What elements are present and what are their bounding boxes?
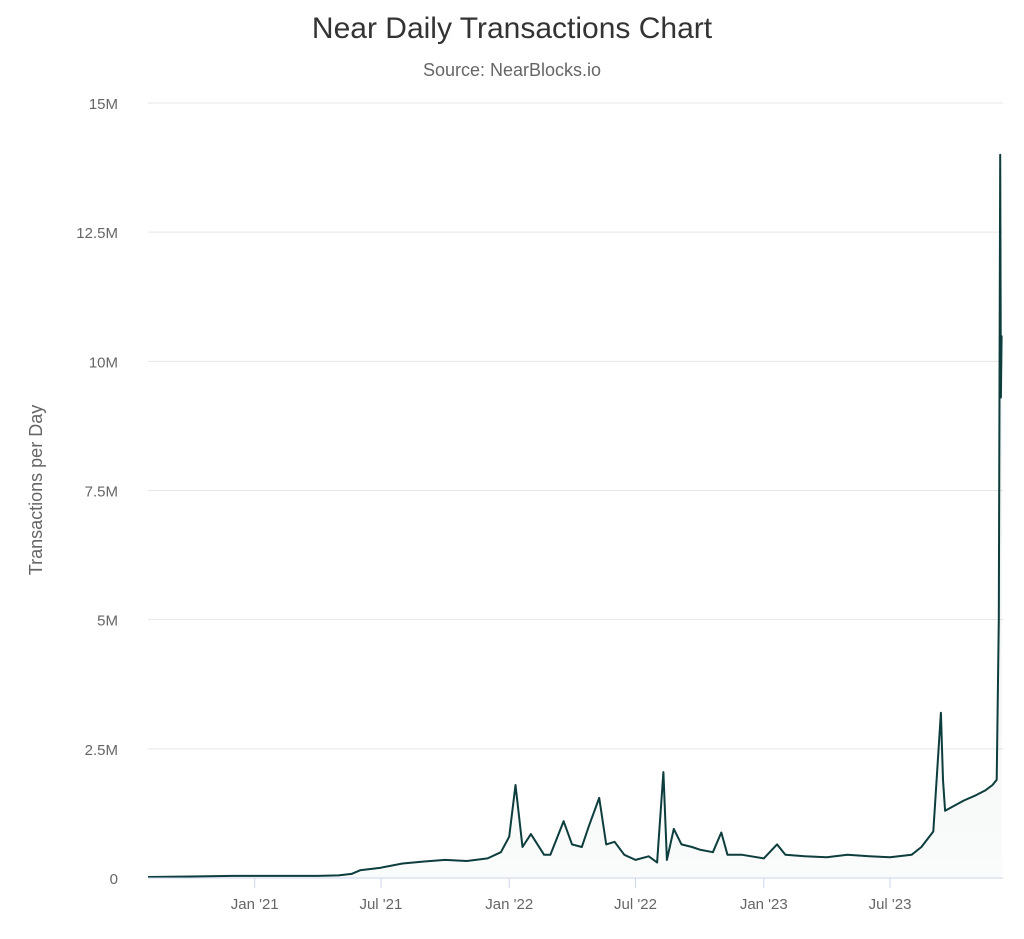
y-tick-label: 12.5M	[76, 225, 118, 242]
x-tick-label: Jan '23	[740, 896, 788, 913]
y-tick-label: 0	[110, 871, 118, 888]
x-tick-label: Jul '22	[614, 896, 657, 913]
y-axis-label: Transactions per Day	[26, 405, 46, 575]
y-tick-label: 5M	[97, 613, 118, 630]
x-tick-label: Jul '21	[359, 896, 402, 913]
y-tick-label: 15M	[89, 96, 118, 113]
x-tick-label: Jul '23	[869, 896, 912, 913]
chart-subtitle: Source: NearBlocks.io	[422, 60, 602, 80]
y-axis-ticks: 0 2.5M 5M 7.5M 10M 12.5M 15M	[76, 96, 118, 888]
y-tick-label: 10M	[89, 354, 118, 371]
grid-lines	[148, 102, 1003, 750]
y-tick-label: 7.5M	[85, 484, 118, 501]
series-line	[147, 153, 1003, 878]
series-area	[148, 154, 1002, 878]
y-tick-label: 2.5M	[85, 742, 118, 759]
series-area-fill	[148, 154, 1002, 878]
x-tick-label: Jan '21	[231, 896, 279, 913]
x-tick-label: Jan '22	[485, 896, 533, 913]
x-axis-ticks: Jan '21 Jul '21 Jan '22 Jul '22 Jan '23 Jul '…	[231, 878, 912, 913]
daily-transactions-line	[147, 153, 1003, 878]
chart-title: Near Daily Transactions Chart	[311, 12, 713, 45]
